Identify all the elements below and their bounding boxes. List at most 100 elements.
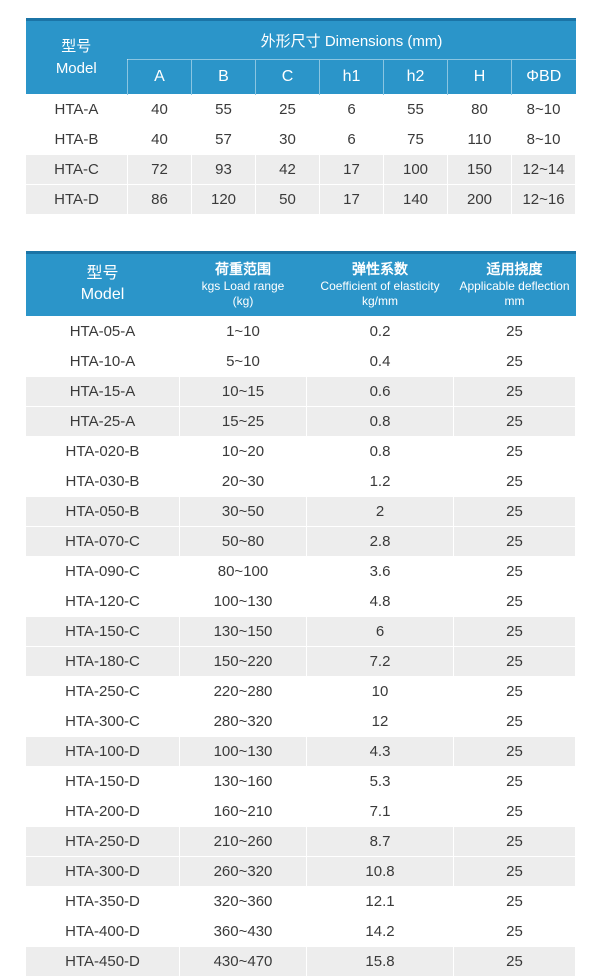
value-cell: 15~25 [179,406,307,437]
table-row: HTA-120-C 100~130 4.8 25 [25,586,576,617]
value-cell: 10 [306,676,454,707]
value-cell: 25 [453,436,576,467]
value-cell: 10.8 [306,856,454,887]
value-cell: 2 [306,496,454,527]
model-cell: HTA-300-C [25,706,180,737]
value-cell: 150~220 [179,646,307,677]
column-header-bd: ΦBD [510,59,576,95]
value-cell: 320~360 [179,886,307,917]
column-header-b: B [191,59,256,95]
value-cell: 8~10 [510,124,577,155]
value-cell: 8.7 [306,826,454,857]
value-cell: 25 [453,526,576,557]
deflection-header-en1: Applicable deflection [459,278,570,293]
table-row: HTA-050-B 30~50 2 25 [25,496,576,527]
value-cell: 4.8 [306,586,454,617]
model-cell: HTA-C [25,154,128,185]
table-row: HTA-300-C 280~320 12 25 [25,706,576,737]
table-row: HTA-05-A 1~10 0.2 25 [25,316,576,347]
value-cell: 55 [191,94,256,125]
value-cell: 140 [383,184,448,215]
value-cell: 120 [191,184,256,215]
value-cell: 4.3 [306,736,454,767]
dimensions-group-header: 外形尺寸 Dimensions (mm) [127,19,576,60]
table-row: HTA-200-D 160~210 7.1 25 [25,796,576,827]
value-cell: 5~10 [179,346,307,377]
value-cell: 10~15 [179,376,307,407]
value-cell: 12 [306,706,454,737]
value-cell: 75 [383,124,448,155]
table-row: HTA-250-D 210~260 8.7 25 [25,826,576,857]
value-cell: 25 [453,676,576,707]
value-cell: 50~80 [179,526,307,557]
value-cell: 80 [447,94,512,125]
value-cell: 25 [453,736,576,767]
table-row: HTA-D 86 120 50 17 140 200 12~16 [25,184,577,215]
coefficient-header-en1: Coefficient of elasticity [320,278,440,293]
column-header-h: H [447,59,512,95]
value-cell: 25 [453,796,576,827]
table-row: HTA-10-A 5~10 0.4 25 [25,346,576,377]
table-row: HTA-B 40 57 30 6 75 110 8~10 [25,124,577,155]
value-cell: 25 [453,706,576,737]
load-range-header-zh: 荷重范围 [215,261,271,278]
value-cell: 25 [453,376,576,407]
table-row: HTA-150-D 130~160 5.3 25 [25,766,576,797]
value-cell: 25 [453,856,576,887]
table-row: HTA-15-A 10~15 0.6 25 [25,376,576,407]
load-model-header-zh: 型号 [86,265,119,283]
model-cell: HTA-05-A [25,316,180,347]
value-cell: 6 [319,124,384,155]
value-cell: 6 [306,616,454,647]
value-cell: 50 [255,184,320,215]
value-cell: 100 [383,154,448,185]
value-cell: 25 [453,916,576,947]
value-cell: 72 [127,154,192,185]
model-cell: HTA-100-D [25,736,180,767]
value-cell: 130~160 [179,766,307,797]
value-cell: 17 [319,184,384,215]
value-cell: 0.4 [306,346,454,377]
value-cell: 20~30 [179,466,307,497]
value-cell: 3.6 [306,556,454,587]
model-cell: HTA-10-A [25,346,180,377]
coefficient-header-en2: kg/mm [362,294,398,309]
table-row: HTA-180-C 150~220 7.2 25 [25,646,576,677]
value-cell: 110 [447,124,512,155]
model-cell: HTA-180-C [25,646,180,677]
table-row: HTA-A 40 55 25 6 55 80 8~10 [25,94,577,125]
value-cell: 220~280 [179,676,307,707]
value-cell: 8~10 [510,94,577,125]
value-cell: 0.2 [306,316,454,347]
value-cell: 25 [453,316,576,347]
table-row: HTA-400-D 360~430 14.2 25 [25,916,576,947]
model-cell: HTA-250-D [25,826,180,857]
value-cell: 0.8 [306,436,454,467]
coefficient-header: 弹性系数 Coefficient of elasticity kg/mm [306,252,454,317]
model-cell: HTA-120-C [25,586,180,617]
value-cell: 100~130 [179,736,307,767]
model-header-zh: 型号 [61,37,92,55]
value-cell: 12.1 [306,886,454,917]
value-cell: 25 [453,406,576,437]
dimensions-table-body: HTA-A 40 55 25 6 55 80 8~10 HTA-B 40 57 30 6 75 110 8~1… [25,94,577,215]
column-header-h2: h2 [383,59,448,95]
model-cell: HTA-030-B [25,466,180,497]
value-cell: 100~130 [179,586,307,617]
model-cell: HTA-350-D [25,886,180,917]
table-row: HTA-250-C 220~280 10 25 [25,676,576,707]
load-table-header: 型号 Model 荷重范围 kgs Load range (kg) 弹性系数 C… [25,252,576,317]
model-cell: HTA-250-C [25,676,180,707]
table-row: HTA-25-A 15~25 0.8 25 [25,406,576,437]
dimension-letters-row: A B C h1 h2 H ΦBD [26,59,576,95]
value-cell: 25 [453,556,576,587]
model-cell: HTA-B [25,124,128,155]
value-cell: 5.3 [306,766,454,797]
value-cell: 25 [255,94,320,125]
value-cell: 210~260 [179,826,307,857]
table-row: HTA-C 72 93 42 17 100 150 12~14 [25,154,577,185]
value-cell: 1~10 [179,316,307,347]
table-row: HTA-300-D 260~320 10.8 25 [25,856,576,887]
table-row: HTA-150-C 130~150 6 25 [25,616,576,647]
